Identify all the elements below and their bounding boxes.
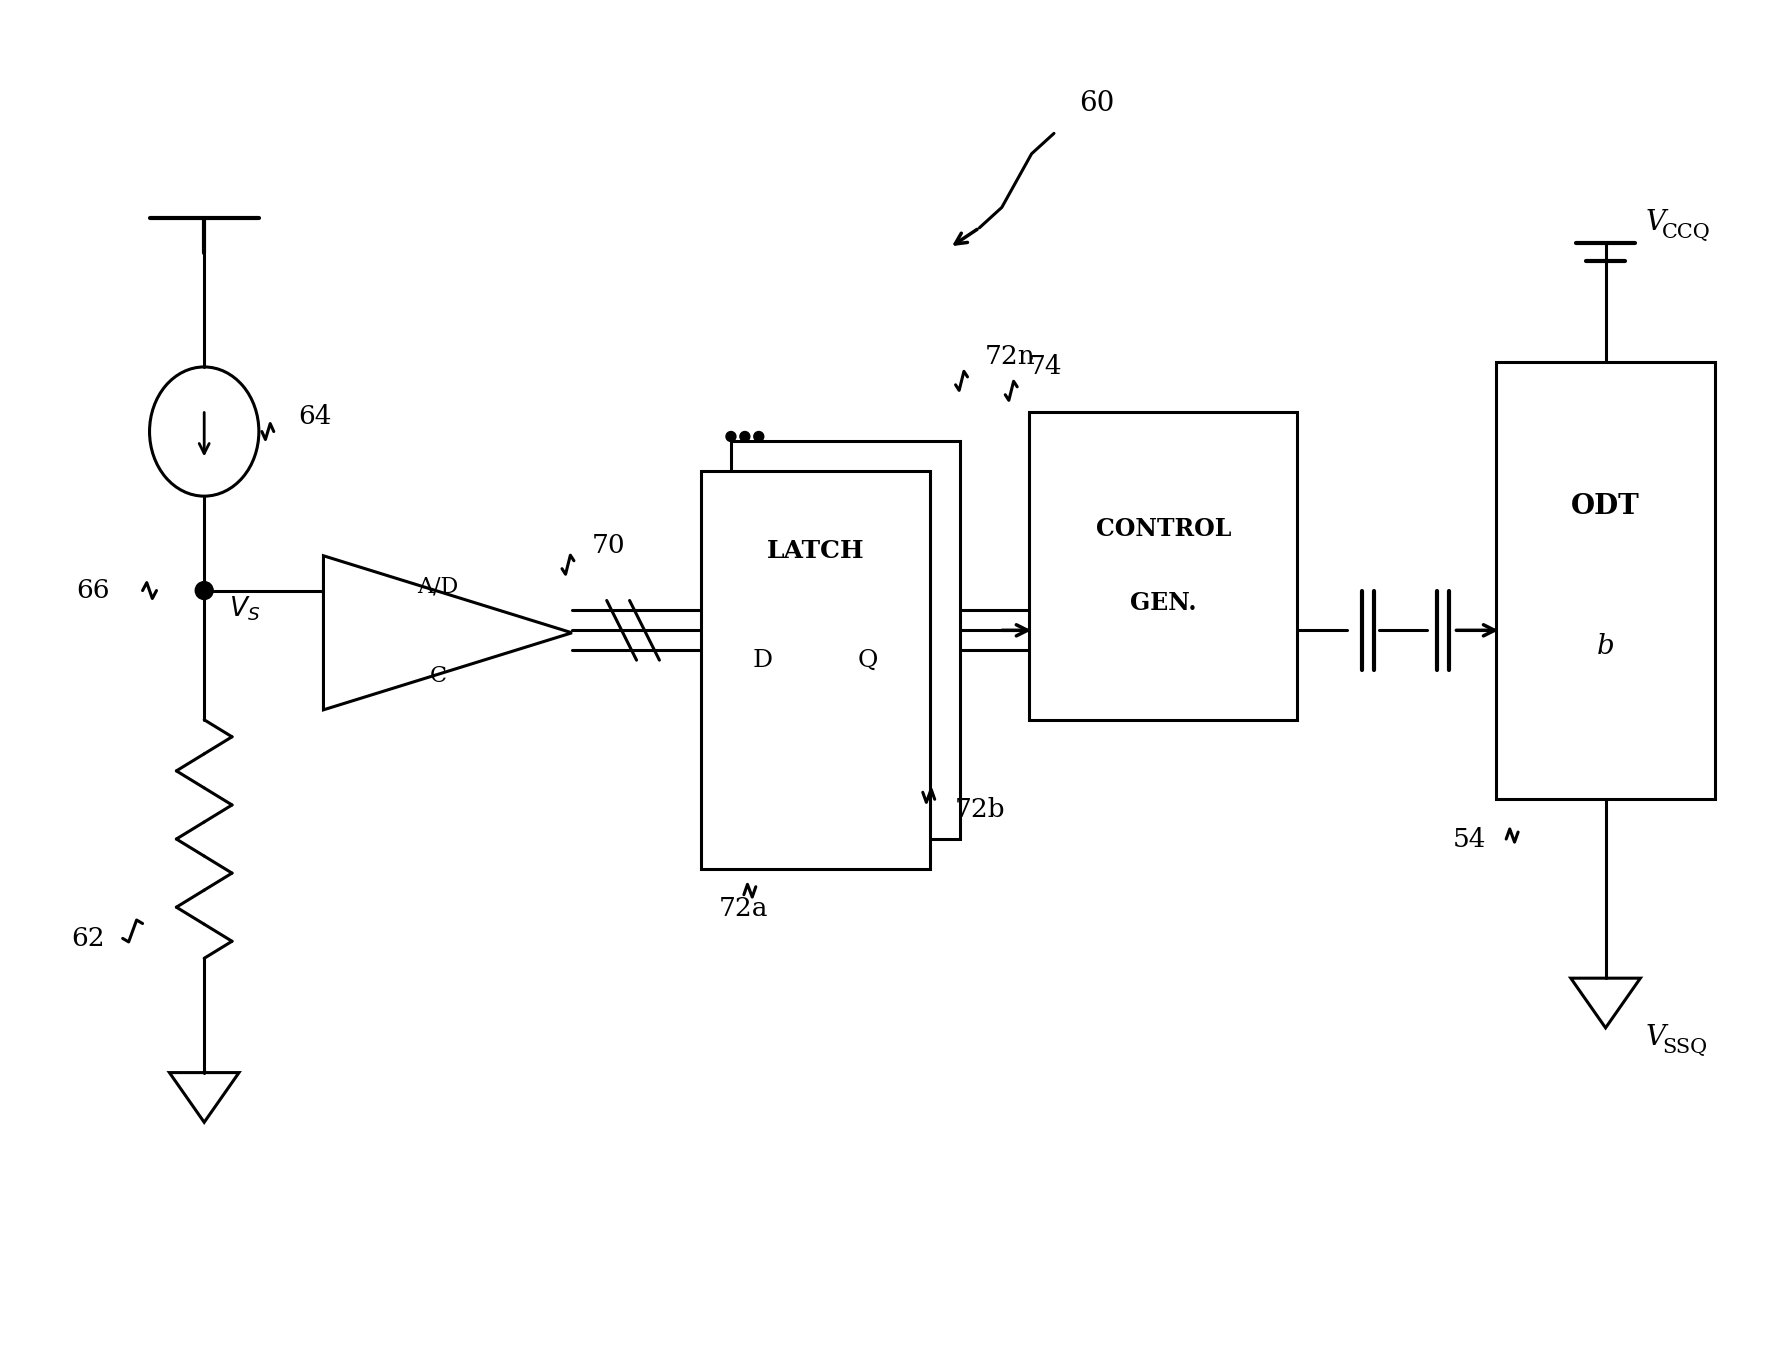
Polygon shape bbox=[1571, 978, 1640, 1028]
Circle shape bbox=[195, 582, 213, 599]
Text: SSQ: SSQ bbox=[1663, 1038, 1707, 1057]
Text: Q: Q bbox=[858, 648, 878, 671]
Text: ODT: ODT bbox=[1571, 493, 1640, 520]
Text: 54: 54 bbox=[1452, 827, 1486, 851]
Bar bbox=[1028, 411, 1298, 719]
Polygon shape bbox=[323, 556, 573, 710]
Ellipse shape bbox=[149, 366, 259, 496]
Text: 60: 60 bbox=[1078, 90, 1113, 117]
Text: D: D bbox=[754, 648, 773, 671]
Text: 70: 70 bbox=[592, 534, 626, 558]
Polygon shape bbox=[170, 1073, 239, 1122]
Text: GEN.: GEN. bbox=[1129, 591, 1197, 614]
Text: 72b: 72b bbox=[954, 797, 1005, 821]
Text: 62: 62 bbox=[71, 926, 105, 951]
Text: A/D: A/D bbox=[417, 575, 459, 598]
Text: 72n: 72n bbox=[984, 345, 1035, 369]
Circle shape bbox=[725, 432, 736, 441]
Text: CCQ: CCQ bbox=[1663, 223, 1711, 242]
Bar bbox=[700, 471, 929, 869]
Text: 74: 74 bbox=[1028, 354, 1062, 380]
Text: 72a: 72a bbox=[720, 896, 768, 921]
Text: 64: 64 bbox=[298, 405, 332, 429]
Text: LATCH: LATCH bbox=[766, 539, 863, 563]
Bar bbox=[730, 441, 959, 839]
Text: 66: 66 bbox=[76, 577, 110, 603]
Text: $\mathit{V}_{\mathit{S}}$: $\mathit{V}_{\mathit{S}}$ bbox=[229, 594, 261, 622]
Circle shape bbox=[739, 432, 750, 441]
Circle shape bbox=[754, 432, 764, 441]
Text: V: V bbox=[1645, 1024, 1665, 1051]
Bar bbox=[1496, 362, 1714, 799]
Text: C: C bbox=[429, 665, 447, 688]
Text: b: b bbox=[1597, 633, 1615, 659]
Text: CONTROL: CONTROL bbox=[1096, 516, 1230, 541]
Text: V: V bbox=[1645, 210, 1665, 237]
